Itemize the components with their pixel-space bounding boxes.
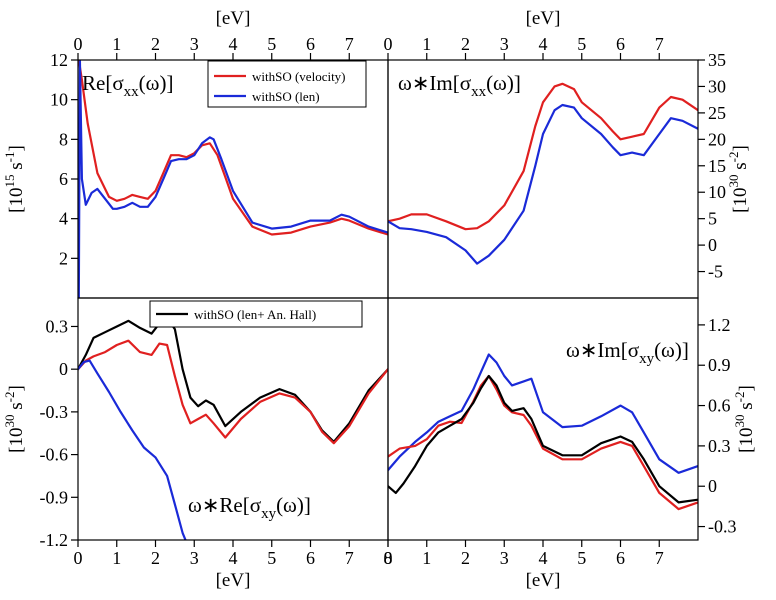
plot-frame: [387, 59, 699, 299]
x-tick-label: 8: [384, 548, 393, 568]
y-tick-label: 10: [708, 182, 726, 202]
x-tick-label: 2: [461, 548, 470, 568]
x-tick-label: 7: [655, 548, 664, 568]
x-tick-label: 0: [384, 34, 393, 54]
y-tick-label: 2: [59, 248, 68, 268]
x-tick-label: 7: [345, 34, 354, 54]
y-axis-label: [1030 s-2]: [2, 385, 27, 453]
y-tick-label: 35: [708, 50, 726, 70]
y-tick-label: -1.2: [40, 530, 69, 550]
y-tick-label: 20: [708, 129, 726, 149]
x-tick-label: 3: [500, 548, 509, 568]
x-tick-label: 3: [190, 34, 199, 54]
series-line-withso-len-an-hall: [78, 316, 388, 443]
y-axis-label: [1030 s-2]: [726, 145, 751, 213]
y-tick-label: -0.9: [40, 487, 69, 507]
legend-entry-label: withSO (len+ An. Hall): [194, 307, 316, 322]
x-tick-label: 2: [151, 548, 160, 568]
y-tick-label: 4: [59, 209, 68, 229]
legend-entry-label: withSO (velocity): [252, 69, 346, 84]
y-tick-label: -0.6: [40, 445, 69, 465]
y-tick-label: 0.6: [708, 396, 731, 416]
y-tick-label: 6: [59, 169, 68, 189]
y-tick-label: -0.3: [708, 517, 737, 537]
series-line-withso-velocity: [78, 60, 388, 236]
legend: withSO (len+ An. Hall): [149, 300, 363, 328]
x-tick-label: 1: [112, 548, 121, 568]
legend-box: [207, 60, 367, 108]
y-tick-label: -0.3: [40, 402, 69, 422]
panel-title: ω∗Im[σxx(ω)]: [398, 71, 521, 100]
x-tick-label: 1: [112, 34, 121, 54]
y-tick-label: 0: [708, 235, 717, 255]
x-tick-label: 6: [616, 34, 625, 54]
x-axis-label: [eV]: [216, 8, 251, 29]
panel-title: ω∗Re[σxy(ω)]: [188, 493, 311, 522]
x-axis-label: [eV]: [216, 570, 251, 591]
x-tick-label: 0: [74, 34, 83, 54]
series-line-withso-velocity: [388, 374, 698, 511]
y-tick-label: 0.3: [708, 436, 731, 456]
legend-entry-label: withSO (len): [252, 89, 320, 104]
y-tick-label: 5: [708, 209, 717, 229]
panel-title: ω∗Im[σxy(ω)]: [566, 338, 689, 367]
x-tick-label: 7: [655, 34, 664, 54]
y-tick-label: 12: [50, 50, 68, 70]
y-tick-label: -5: [708, 262, 723, 282]
x-tick-label: 0: [74, 548, 83, 568]
x-tick-label: 5: [267, 548, 276, 568]
x-tick-label: 4: [229, 548, 238, 568]
y-tick-label: 0: [708, 476, 717, 496]
y-tick-label: 8: [59, 129, 68, 149]
x-tick-label: 5: [267, 34, 276, 54]
x-tick-label: 6: [306, 34, 315, 54]
y-tick-label: 1.2: [708, 315, 731, 335]
x-tick-label: 2: [461, 34, 470, 54]
x-tick-label: 1: [422, 34, 431, 54]
y-tick-label: 0.9: [708, 355, 731, 375]
x-tick-label: 4: [539, 548, 548, 568]
series-line-withso-len: [388, 103, 698, 265]
x-tick-label: 6: [616, 548, 625, 568]
panel-bottom-left: 0 1 2 3 4 5 6 7 8 -1.2 -0.9 -0.6 -0.3 0 0.3 ω∗Re[σxy(ω)…: [2, 297, 393, 591]
x-tick-label: 7: [345, 548, 354, 568]
x-tick-label: 5: [577, 34, 586, 54]
x-tick-label: 3: [190, 548, 199, 568]
y-axis-label: [1015 s-1]: [2, 145, 27, 213]
x-axis-label: [eV]: [526, 570, 561, 591]
y-tick-label: 0.3: [46, 316, 69, 336]
x-tick-label: 5: [577, 548, 586, 568]
x-axis-label: [eV]: [526, 8, 561, 29]
series-line-withso-velocity: [78, 339, 388, 445]
x-tick-label: 4: [539, 34, 548, 54]
x-tick-label: 2: [151, 34, 160, 54]
y-tick-label: 15: [708, 156, 726, 176]
y-tick-label: 25: [708, 103, 726, 123]
series-line-withso-velocity: [388, 82, 698, 231]
series-line-withso-len: [388, 353, 698, 474]
series-line-withso-len-an-hall: [388, 374, 698, 504]
y-tick-label: 10: [50, 90, 68, 110]
panel-title: Re[σxx(ω)]: [82, 71, 173, 100]
x-tick-label: 0: [384, 548, 393, 568]
x-tick-label: 6: [306, 548, 315, 568]
panel-top-right: 0 1 2 3 4 5 6 7 -5 0 5 10 15 20 25 30 35 ω∗Im[σxx(ω)] [eV]…: [384, 8, 751, 299]
panel-bottom-right: 0 1 2 3 4 5 6 7 -0.3 0 0.3 0.6 0.9 1.2 ω∗Im[σxy(ω)] [eV…: [384, 297, 757, 591]
series-line-withso-len: [78, 359, 187, 540]
x-tick-label: 3: [500, 34, 509, 54]
series-line-withso-len: [78, 60, 388, 298]
legend: withSO (velocity) withSO (len): [207, 60, 367, 108]
x-tick-label: 4: [229, 34, 238, 54]
y-axis-label: [1030 s-2]: [732, 385, 757, 453]
plot-frame: [387, 297, 699, 541]
x-tick-label: 1: [422, 548, 431, 568]
y-tick-label: 30: [708, 76, 726, 96]
y-tick-label: 0: [59, 359, 68, 379]
